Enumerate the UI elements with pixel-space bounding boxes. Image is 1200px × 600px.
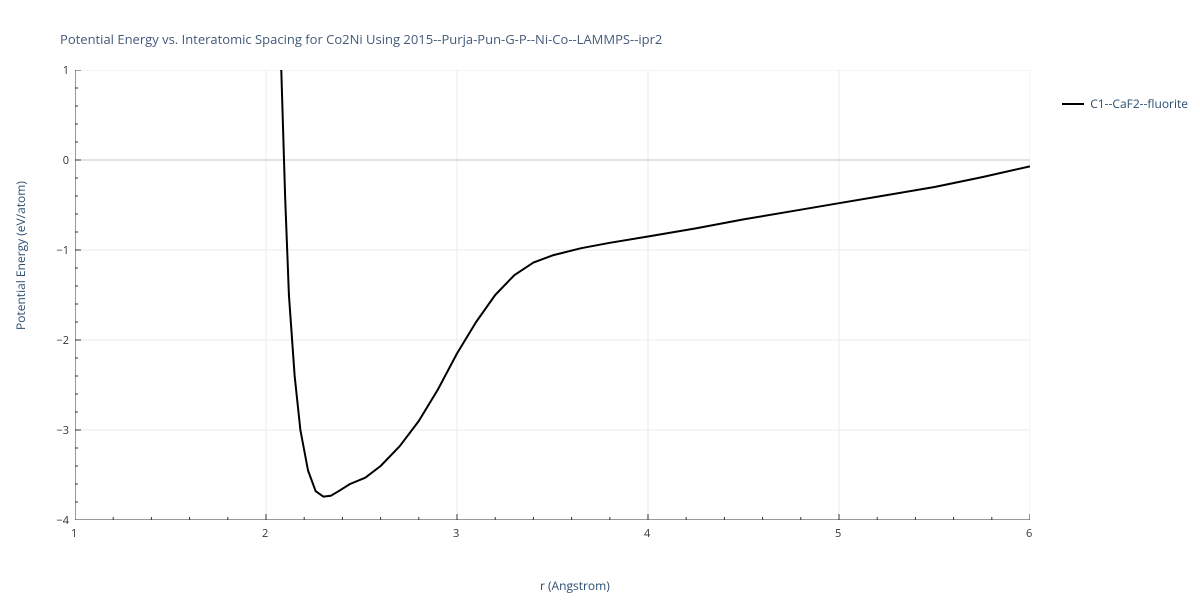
- legend-line-icon: [1062, 103, 1084, 105]
- y-tick-label: −1: [56, 243, 69, 258]
- x-tick-label: 2: [262, 526, 268, 541]
- plot-area: [75, 70, 1030, 520]
- x-axis-label: r (Angstrom): [540, 577, 610, 594]
- x-tick-label: 1: [71, 526, 77, 541]
- y-tick-label: −3: [56, 423, 69, 438]
- x-tick-label: 6: [1026, 526, 1032, 541]
- legend-item-label: C1--CaF2--fluorite: [1090, 95, 1188, 112]
- chart-container: Potential Energy (eV/atom) r (Angstrom) …: [0, 70, 1200, 600]
- plot-svg: [75, 70, 1030, 520]
- y-tick-label: −2: [56, 333, 69, 348]
- y-tick-label: 0: [63, 153, 69, 168]
- y-tick-label: 1: [63, 63, 69, 78]
- legend: C1--CaF2--fluorite: [1062, 95, 1188, 112]
- x-tick-label: 5: [835, 526, 841, 541]
- y-tick-label: −4: [56, 513, 69, 528]
- y-axis-label: Potential Energy (eV/atom): [12, 181, 29, 330]
- x-tick-label: 3: [453, 526, 459, 541]
- chart-title: Potential Energy vs. Interatomic Spacing…: [60, 30, 662, 48]
- x-tick-label: 4: [644, 526, 650, 541]
